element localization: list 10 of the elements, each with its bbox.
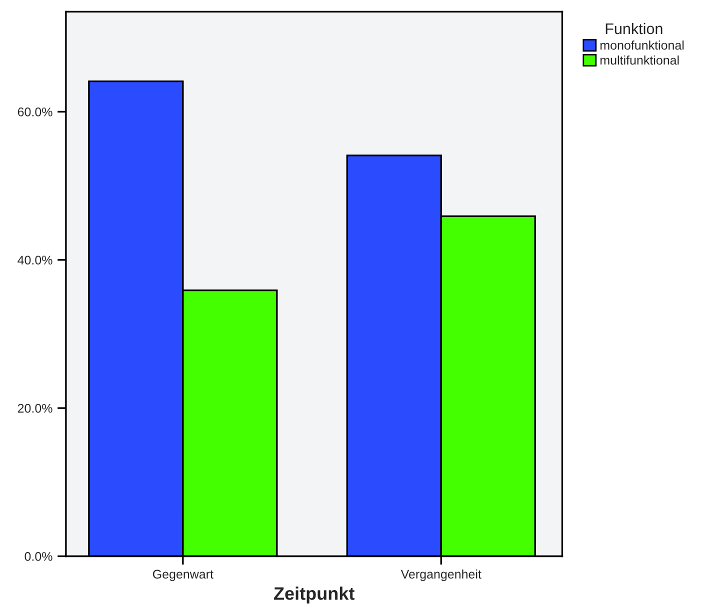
legend-label: multifunktional: [600, 55, 679, 65]
legend-title: Funktion: [606, 22, 662, 34]
x-tick-label: Gegenwart: [152, 570, 214, 582]
x-tick-label: Vergangenheit: [400, 569, 482, 582]
y-tick-label: 0.0%: [24, 552, 52, 561]
legend-label: monofunktional: [600, 40, 684, 50]
x-axis-title: Zeitpunkt: [274, 586, 354, 604]
y-tick-label: 20.0%: [18, 404, 52, 413]
y-tick-label: 40.0%: [18, 256, 52, 265]
y-tick-label: 60.0%: [18, 108, 52, 116]
